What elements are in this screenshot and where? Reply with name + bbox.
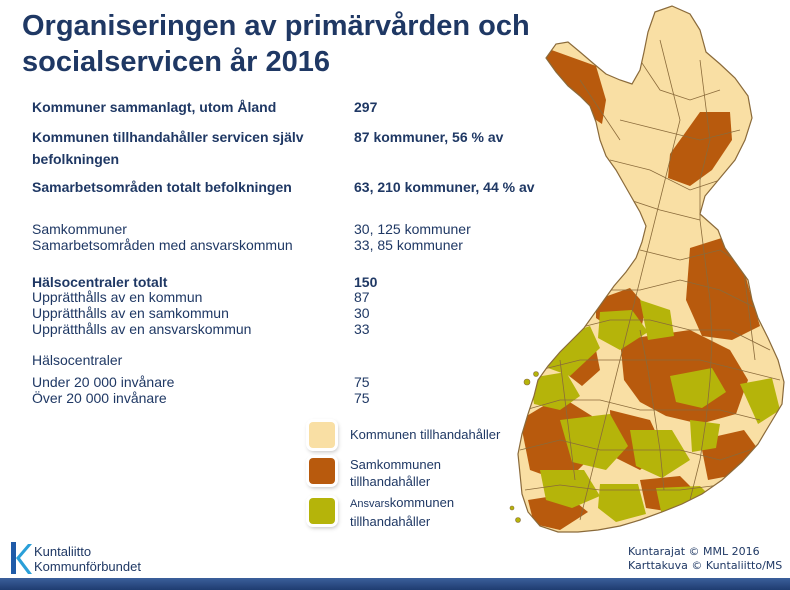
stat-label: Upprätthålls av en kommun	[32, 289, 203, 305]
stat-label: Under 20 000 invånare	[32, 374, 175, 390]
stat-label: Samkommuner	[32, 221, 127, 237]
stat-value: 75	[354, 390, 370, 406]
stat-label: Upprätthålls av en ansvarskommun	[32, 321, 252, 337]
credit-line-1: Kuntarajat © MML 2016	[628, 545, 760, 558]
page-title: Organiseringen av primärvården och socia…	[22, 10, 530, 78]
kuntaliitto-logo-icon	[11, 542, 32, 574]
legend-swatch-ansvarskommun	[309, 498, 335, 524]
logo-line-1: Kuntaliitto	[34, 544, 92, 559]
stat-label: Upprätthålls av en samkommun	[32, 305, 229, 321]
stat-label: Samarbetsområden med ansvarskommun	[32, 237, 293, 253]
stat-value: 33, 85 kommuner	[354, 237, 463, 253]
footer-bar	[0, 578, 790, 590]
stat-value: 87	[354, 289, 370, 305]
stat-value: 75	[354, 374, 370, 390]
stat-label: Samarbetsområden totalt befolkningen	[32, 179, 292, 195]
legend-label-prefix: Ansvars	[350, 498, 390, 510]
logo-line-2: Kommunförbundet	[34, 559, 141, 574]
stat-label: Kommuner sammanlagt, utom Åland	[32, 99, 277, 115]
kuntaliitto-logo: Kuntaliitto Kommunförbundet	[8, 538, 188, 578]
legend-label: Ansvarskommunen tillhandahåller	[350, 494, 470, 530]
stat-label: Kommunen tillhandahåller servicen själv …	[32, 129, 304, 167]
stat-value: 63, 210 kommuner, 44 % av	[354, 179, 535, 195]
legend-swatch-samkommun	[309, 458, 335, 484]
legend-swatch-kommun	[309, 422, 335, 448]
stat-value: 150	[354, 274, 378, 290]
finland-municipality-map	[509, 5, 785, 533]
stat-value: 87 kommuner, 56 % av	[354, 129, 504, 145]
stat-label: Hälsocentraler totalt	[32, 274, 168, 290]
stat-value: 33	[354, 321, 370, 337]
stat-value: 30	[354, 305, 370, 321]
legend-label: Kommunen tillhandahåller	[350, 426, 501, 443]
stat-value: 297	[354, 99, 378, 115]
map-credits: Kuntarajat © MML 2016 Karttakuva © Kunta…	[628, 545, 783, 573]
legend-label-rest: kommunen tillhandahåller	[350, 495, 455, 529]
stat-label: Över 20 000 invånare	[32, 390, 167, 406]
stat-value: 30, 125 kommuner	[354, 221, 471, 237]
legend-label: Samkommunen tillhandahåller	[350, 456, 470, 490]
map-islands	[509, 371, 539, 523]
stat-label: Hälsocentraler	[32, 352, 123, 368]
credit-line-2: Karttakuva © Kuntaliitto/MS	[628, 559, 783, 572]
